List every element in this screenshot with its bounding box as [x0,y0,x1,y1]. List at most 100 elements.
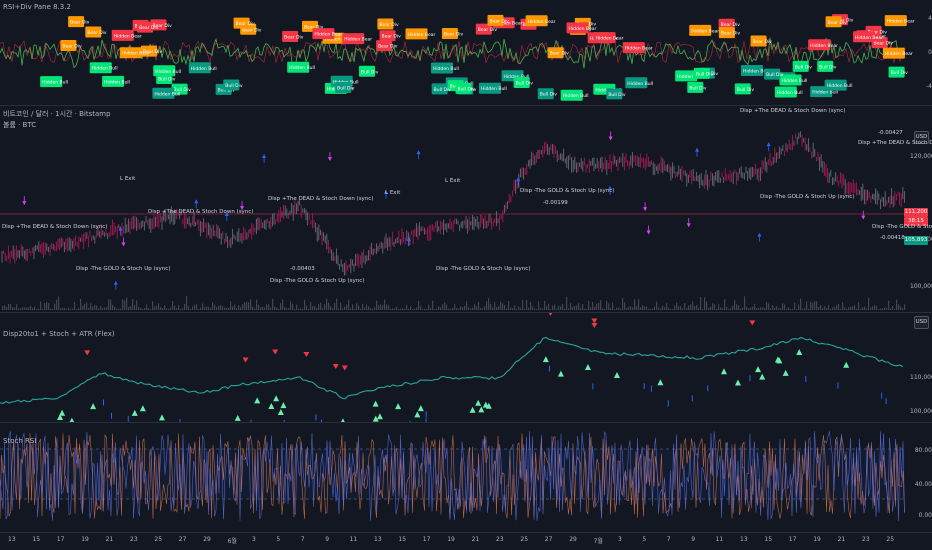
volume-bar [844,307,846,310]
volume-bar [584,308,586,310]
volume-bar [44,303,46,310]
volume-bar [722,308,724,310]
volume-bar [684,303,686,310]
volume-bar [694,306,696,310]
volume-bar [188,306,190,310]
volume-bar [580,307,582,310]
bull-div-label [779,74,802,86]
volume-bar [654,306,656,310]
volume-title[interactable]: 볼륨 · BTC [3,121,37,129]
volume-bar [18,308,20,310]
volume-bar [858,302,860,310]
volume-bar [510,307,512,310]
volume-bar [232,306,234,310]
volume-bar [732,305,734,310]
bear-div-label [718,27,735,39]
bull-div-label [89,62,112,74]
volume-bar [244,302,246,310]
bull-div-text: Bull Div [516,80,534,86]
bear-div-label [342,33,365,45]
bull-div-text: Bull Div [337,85,355,91]
volume-bar [334,302,336,310]
volume-bar [760,307,762,310]
volume-bar [594,306,596,310]
annotation: Disp +The DEAD & Stoch Down (sync) [268,196,374,202]
time-axis-label: 19 [447,536,455,543]
volume-bar [776,306,778,310]
stoch-rsi-plot[interactable] [0,423,932,532]
volume-bar [50,308,52,310]
volume-bar [610,308,612,310]
stoch-d-line [0,433,905,519]
signal-arrow [757,232,762,237]
volume-bar [82,305,84,310]
volume-bar [308,308,310,310]
volume-bar [286,308,288,310]
volume-bar [372,308,374,310]
bear-div-text: Hidden Bear [495,21,523,27]
volume-bar [92,306,94,310]
signal-arrow [608,185,613,190]
volume-bar [148,307,150,310]
volume-bar [832,307,834,310]
currency-button[interactable]: USD [914,131,929,144]
volume-bar [692,301,694,310]
bear-div-text: Bear Div [379,22,399,28]
volume-bar [410,306,412,310]
volume-bar [900,306,902,310]
volume-bar [360,308,362,310]
volume-bar [888,300,890,310]
volume-bar [112,304,114,310]
bull-div-text: Bull Div [434,87,452,93]
volume-bar [408,308,410,310]
bear-div-label [282,30,299,42]
volume-bar [468,307,470,310]
bear-div-text: Hidden Bear [114,33,142,39]
signal-arrow [113,280,118,285]
bull-div-label [687,81,704,93]
volume-bar [366,304,368,310]
bull-div-label [675,70,698,82]
volume-bar [2,306,4,310]
bull-div-text: Hidden Bull [481,86,507,92]
symbol-title[interactable]: 비트코인 / 달러 · 1시간 · Bitstamp [3,110,111,118]
bear-div-label [379,30,396,42]
level-pill: 105,893 [904,236,928,245]
volume-bar [860,308,862,310]
volume-bar [316,307,318,310]
volume-bar [108,299,110,310]
currency-button[interactable]: USD [914,316,929,329]
volume-bar [522,299,524,310]
volume-bar [536,308,538,310]
disp-stoch-atr-plot[interactable] [0,313,932,422]
buy-triangle [776,357,783,364]
buy-triangle [469,406,476,413]
volume-bar [394,308,396,310]
volume-bar [342,308,344,310]
volume-bar [506,308,508,310]
volume-bar [162,308,164,310]
bull-div-text: Bull Div [795,64,813,70]
volume-bar [138,306,140,310]
volume-bar [696,304,698,310]
volume-bar [328,302,330,310]
bear-div-text: Bear Div [236,21,256,27]
volume-bar [168,308,170,310]
volume-bar [24,307,26,310]
bull-div-text: Hidden Bull [677,74,703,80]
volume-bar [332,308,334,310]
volume-bar [530,301,532,310]
trailing-stop-line [0,336,904,404]
volume-bar [350,308,352,310]
volume-bar [176,308,178,310]
volume-bar [800,298,802,310]
volume-bar [810,301,812,310]
volume-bar [74,301,76,310]
price-plot[interactable] [0,106,932,312]
volume-bar [804,307,806,310]
time-axis-label: 19 [81,536,89,543]
volume-bar [254,308,256,310]
volume-bar [90,303,92,310]
volume-bar [364,307,366,310]
